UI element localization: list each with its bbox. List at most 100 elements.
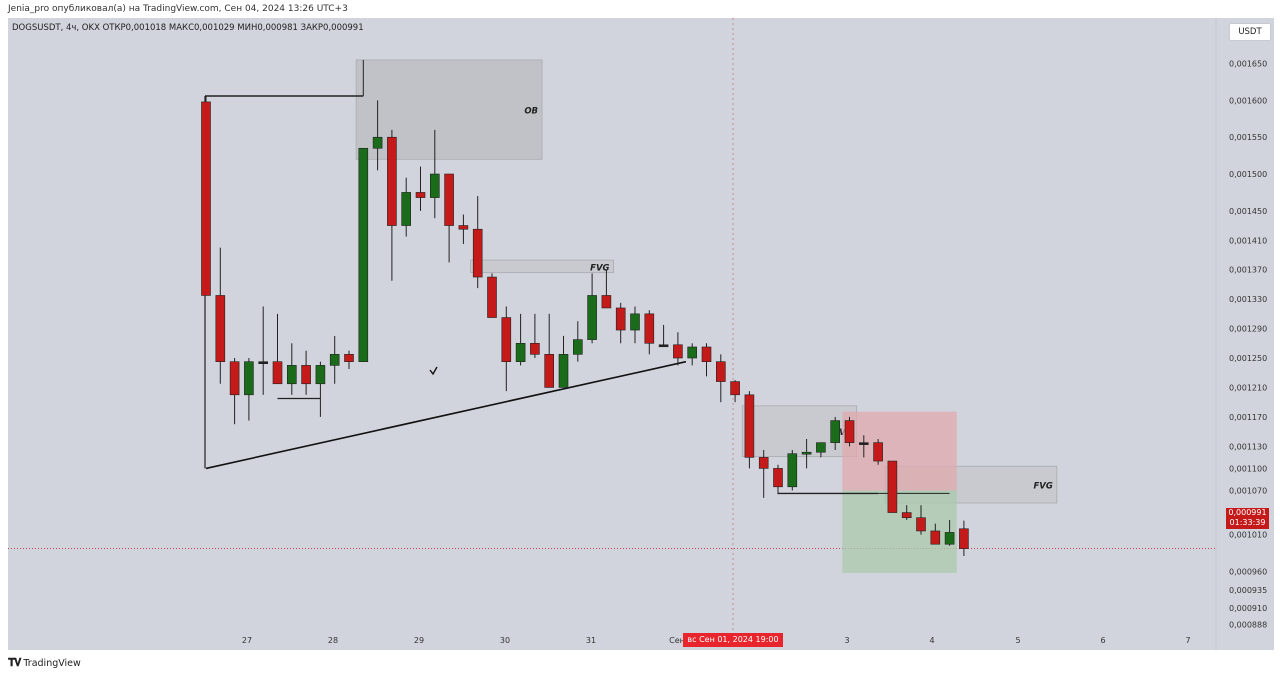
bull-candle [858,442,869,445]
x-tick-label: 31 [586,636,596,645]
x-tick-label: 29 [414,636,424,645]
bear-candle [387,136,397,226]
bull-candle [830,420,841,443]
bull-candle [358,147,369,362]
bull-candle [944,532,955,545]
bear-candle [601,295,612,309]
bear-candle [215,295,226,362]
bear-candle [415,192,426,198]
bear-candle [201,101,211,296]
bear-candle [844,420,855,443]
bear-candle [472,228,483,278]
bear-candle [744,394,755,458]
bull-candle [286,365,297,385]
x-tick-label: 7 [1185,636,1190,645]
bull-candle [244,361,254,396]
x-tick-label: 4 [929,636,934,645]
y-tick-label: 0,001250 [1229,354,1267,363]
bull-candle [801,451,812,455]
check-mark-icon [429,366,438,376]
zone-label: OB [524,107,538,117]
y-tick-label: 0,001010 [1229,531,1267,540]
bear-candle [458,225,469,230]
bull-candle [572,339,583,355]
bull-candle [401,192,412,226]
y-tick-label: 0,001070 [1229,486,1267,495]
y-tick-label: 0,000935 [1229,586,1267,595]
bull-candle [687,346,698,359]
trendline [205,360,687,470]
footer-brand[interactable]: 𝐓𝐕 TradingView [8,656,81,670]
bear-candle [644,313,655,344]
y-tick-label: 0,000910 [1229,604,1267,613]
ob-zone [355,59,543,160]
x-tick-label: 30 [500,636,510,645]
bear-candle [673,344,683,359]
bull-candle [429,173,440,198]
currency-selector[interactable]: USDT [1229,23,1271,41]
y-tick-label: 0,001410 [1229,236,1267,245]
y-tick-label: 0,001170 [1229,413,1267,422]
bear-candle [530,342,540,355]
bear-candle [272,361,283,385]
zone-label: FVG [590,263,609,273]
bear-candle [229,361,240,396]
crosshair-time-badge: вс Сен 01, 2024 19:00 [683,633,783,647]
x-tick-label: 27 [242,636,252,645]
bear-candle [715,361,726,382]
bull-candle [329,354,340,366]
publish-info: Jenia_pro опубликовал(а) на TradingView.… [8,4,348,14]
bear-candle [916,517,926,532]
bull-candle [258,361,268,364]
y-tick-label: 0,001290 [1229,325,1267,334]
y-tick-label: 0,000888 [1229,620,1267,629]
bull-candle [816,442,826,453]
y-tick-label: 0,000960 [1229,567,1267,576]
y-tick-label: 0,001370 [1229,266,1267,275]
candlestick-chart[interactable]: 0,0017000,0016500,0016000,0015500,001500… [8,18,1274,650]
bull-candle [558,354,569,388]
bear-candle [887,460,898,513]
current-price-label: 0,000991 [1228,508,1267,517]
tradingview-logo-icon: 𝐓𝐕 [8,656,21,669]
bull-candle [787,453,798,488]
y-tick-label: 0,001550 [1229,133,1267,142]
bear-candle [501,317,512,362]
zone-label: FVG [1033,482,1052,492]
x-tick-label: Сен [669,636,685,645]
bear-candle [873,442,883,462]
y-tick-label: 0,001450 [1229,207,1267,216]
bear-candle [930,530,941,545]
y-tick-label: 0,001500 [1229,170,1267,179]
y-tick-label: 0,001100 [1229,464,1267,473]
x-tick-label: 28 [328,636,338,645]
y-tick-label: 0,001210 [1229,383,1267,392]
y-tick-label: 0,001600 [1229,96,1267,105]
stop-loss-zone [842,411,957,491]
y-tick-label: 0,001650 [1229,60,1267,69]
bear-candle [959,528,969,549]
bull-candle [515,342,526,362]
bear-candle [444,173,454,226]
x-tick-label: 3 [844,636,849,645]
bull-candle [315,365,326,385]
bull-candle [372,136,383,149]
x-tick-label: 5 [1015,636,1020,645]
bear-candle [901,512,912,519]
bear-candle [487,276,497,318]
y-tick-label: 0,001130 [1229,442,1267,451]
bear-candle [758,457,769,469]
bear-candle [773,468,783,488]
current-price-badge: 0,000991 01:33:39 [1226,508,1269,529]
bear-candle [344,354,354,362]
bull-candle [587,295,597,340]
bear-candle [301,365,311,385]
bull-candle [630,313,640,331]
fvg-zone [470,259,614,274]
chart-area[interactable]: 0,0017000,0016500,0016000,0015500,001500… [8,18,1274,650]
footer-brand-label: TradingView [23,657,81,669]
bear-candle [701,346,712,362]
bear-candle [730,381,740,396]
x-tick-label: 6 [1100,636,1105,645]
symbol-info: DOGSUSDT, 4ч, OKX ОТКР0,001018 МАКС0,001… [12,23,364,33]
